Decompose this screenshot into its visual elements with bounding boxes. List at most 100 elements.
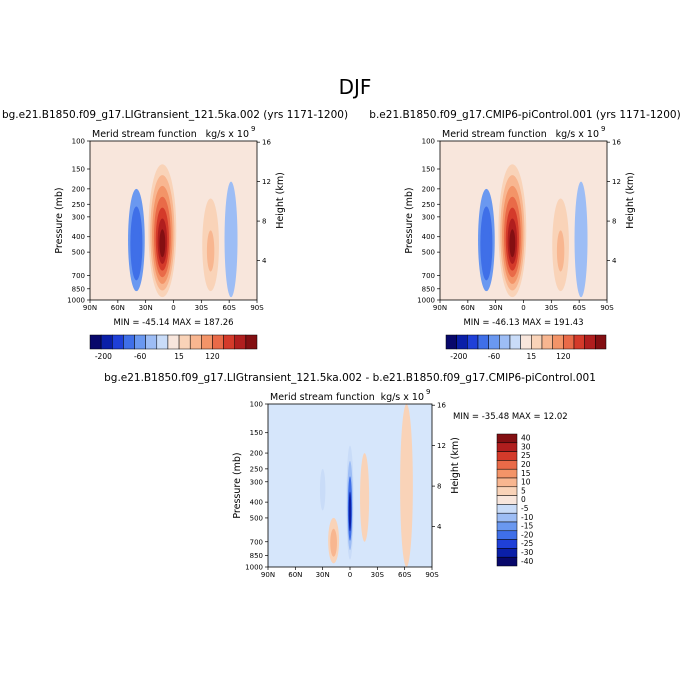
colorbar-bin — [496, 556, 518, 567]
height-tick-label: 12 — [612, 178, 621, 186]
colorbar-label: -15 — [521, 522, 533, 531]
y-tick-label: 150 — [250, 429, 263, 437]
panel-subtitle-left: Merid stream function — [442, 129, 547, 140]
colorbar-bin — [552, 334, 564, 350]
x-tick-label: 30S — [195, 304, 209, 312]
contour-level-5-1 — [96, 188, 121, 300]
x-tick-label: 0 — [171, 304, 175, 312]
height-tick-label: 8 — [612, 218, 616, 226]
page-title: DJF — [339, 75, 372, 99]
colorbar-bin — [573, 334, 585, 350]
height-tick-label: 4 — [437, 523, 442, 531]
chart-panel-1: bg.e21.B1850.f09_g17.LIGtransient_121.5k… — [2, 109, 348, 328]
colorbar-bin — [134, 334, 146, 350]
colorbar-bin — [496, 530, 518, 540]
x-tick-label: 60N — [111, 304, 125, 312]
panel-subtitle-left: Merid stream function — [92, 129, 197, 140]
y-tick-label: 700 — [250, 538, 263, 546]
y-tick-label: 100 — [72, 138, 85, 146]
y-tick-label: 700 — [72, 272, 85, 280]
y-axis-label: Pressure (mb) — [54, 187, 65, 253]
colorbar-label: 15 — [521, 469, 531, 478]
colorbar-bin — [496, 486, 518, 496]
x-tick-label: 0 — [348, 571, 352, 579]
colorbar-bin — [496, 433, 518, 444]
colorbar-bin — [477, 334, 489, 350]
panel-title: bg.e21.B1850.f09_g17.LIGtransient_121.5k… — [104, 372, 596, 384]
x-tick-label: 60N — [288, 571, 302, 579]
x-tick-label: 60S — [398, 571, 412, 579]
contour-level-2-3 — [482, 224, 491, 270]
x-tick-label: 90S — [600, 304, 614, 312]
x-tick-label: 30N — [139, 304, 153, 312]
y-tick-label: 100 — [250, 401, 263, 409]
colorbar-label: 25 — [521, 451, 531, 460]
colorbar-label: 10 — [521, 478, 531, 487]
colorbar-bin — [212, 334, 224, 350]
panel-subtitle-right: kg/s x 10 — [556, 129, 599, 140]
x-tick-label: 90N — [433, 304, 447, 312]
x-tick-label: 60S — [222, 304, 236, 312]
colorbar-label: 40 — [521, 434, 531, 443]
colorbar-label: -20 — [521, 530, 533, 539]
colorbar-label: 15 — [174, 352, 184, 361]
y-tick-label: 300 — [250, 478, 263, 486]
min-max-label: MIN = -35.48 MAX = 12.02 — [453, 412, 568, 422]
colorbar-bin — [496, 442, 518, 452]
contour-level-3-1 — [360, 453, 370, 542]
contour-level-4-1 — [574, 181, 588, 298]
y-axis-label-right: Height (km) — [450, 437, 461, 494]
contour-level-1-7 — [159, 229, 166, 258]
y-tick-label: 150 — [72, 165, 85, 173]
height-tick-label: 8 — [437, 483, 441, 491]
contour-level-1-4 — [348, 491, 352, 532]
y-tick-label: 300 — [422, 213, 435, 221]
y-tick-label: 1000 — [67, 297, 85, 305]
x-tick-label: 90S — [425, 571, 439, 579]
y-tick-label: 300 — [72, 213, 85, 221]
colorbar-bin — [496, 521, 518, 532]
height-tick-label: 4 — [262, 257, 267, 265]
y-tick-label: 250 — [72, 201, 85, 209]
panel-subtitle-exponent: 9 — [601, 125, 605, 133]
min-max-label: MIN = -46.13 MAX = 191.43 — [463, 318, 583, 328]
colorbar-label: -200 — [450, 352, 467, 361]
height-tick-label: 16 — [612, 139, 621, 147]
y-tick-label: 500 — [250, 514, 263, 522]
height-tick-label: 12 — [262, 178, 271, 186]
y-tick-label: 250 — [422, 201, 435, 209]
colorbar-bin — [245, 334, 258, 350]
colorbar-label: -200 — [95, 352, 112, 361]
y-tick-label: 700 — [422, 272, 435, 280]
y-tick-label: 500 — [422, 249, 435, 257]
y-tick-label: 400 — [422, 233, 435, 241]
y-tick-label: 150 — [422, 165, 435, 173]
colorbar-label: -60 — [488, 352, 500, 361]
colorbar-label: 5 — [521, 486, 526, 495]
colorbar-bin — [496, 451, 518, 461]
colorbar-label: 0 — [521, 495, 526, 504]
height-tick-label: 8 — [262, 218, 266, 226]
contour-level-1-7 — [509, 229, 516, 258]
x-tick-label: 90N — [83, 304, 97, 312]
height-tick-label: 4 — [612, 257, 617, 265]
plot-area — [96, 164, 238, 300]
panel-subtitle-exponent: 9 — [251, 125, 255, 133]
plot-area — [319, 404, 413, 567]
y-axis-label: Pressure (mb) — [232, 452, 243, 518]
colorbar-bin — [123, 334, 135, 350]
x-tick-label: 60N — [461, 304, 475, 312]
x-tick-label: 30N — [489, 304, 503, 312]
y-tick-label: 250 — [250, 465, 263, 473]
colorbar-label: 30 — [521, 442, 531, 451]
colorbar-bin — [496, 495, 518, 505]
colorbar-bin — [156, 334, 169, 350]
x-tick-label: 30S — [371, 571, 385, 579]
contour-level-4-1 — [224, 181, 238, 298]
colorbar-bin — [234, 334, 247, 350]
colorbar-bin — [563, 334, 575, 350]
contour-level-2-2 — [330, 528, 337, 557]
colorbar-bin — [595, 334, 607, 350]
